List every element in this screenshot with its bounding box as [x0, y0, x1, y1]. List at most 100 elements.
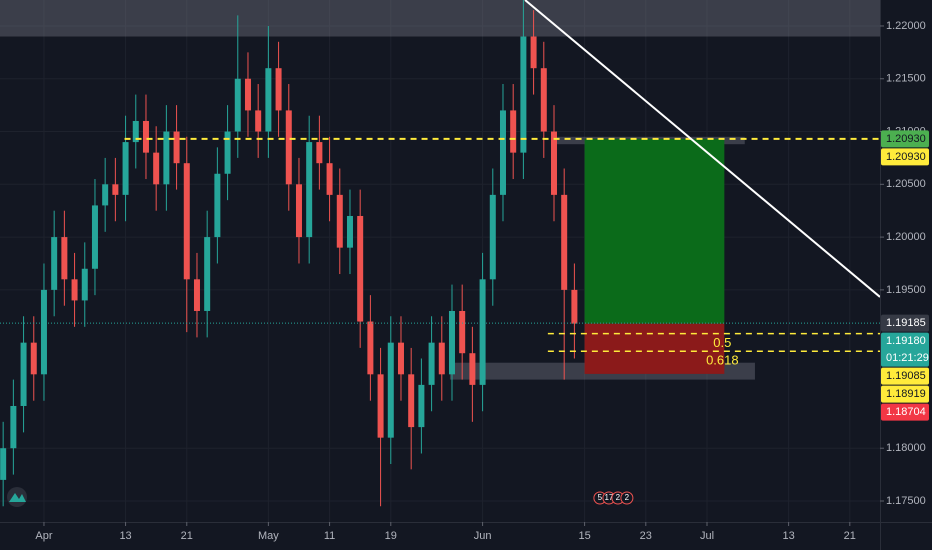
x-tick-label: 11	[324, 530, 335, 542]
candle-body	[336, 194, 343, 248]
candle-body	[275, 68, 282, 111]
candle-body	[346, 215, 353, 248]
price-label	[881, 332, 929, 367]
candle-body	[285, 110, 292, 185]
candle-body	[265, 68, 272, 132]
price-label	[881, 148, 929, 166]
candle-body	[418, 384, 425, 428]
price-label-text: 1.19180	[886, 335, 926, 347]
x-tick-label: 23	[640, 530, 652, 542]
price-label	[881, 403, 929, 421]
logo	[7, 487, 27, 507]
candle-body	[479, 279, 486, 385]
candle-body	[81, 268, 88, 301]
price-label-text: 1.18919	[886, 388, 926, 400]
candle-body	[132, 120, 139, 143]
candle-body	[571, 289, 578, 324]
event-marker	[620, 491, 634, 505]
stop-zone	[584, 323, 725, 374]
candle-body	[326, 163, 333, 195]
candle-body	[122, 142, 129, 195]
target-zone	[584, 138, 725, 324]
candle-body	[214, 173, 221, 238]
candle-body	[550, 131, 557, 195]
candle-body	[459, 310, 466, 354]
candle-body	[20, 342, 27, 406]
candle-body	[163, 131, 170, 185]
candle-body	[102, 184, 109, 206]
candle-body	[469, 353, 476, 385]
price-label	[881, 367, 929, 385]
event-label: 5	[598, 493, 603, 502]
candle-body	[367, 321, 374, 375]
fib-label: 0.5	[713, 335, 731, 350]
candle-body	[112, 184, 119, 195]
candle-body	[499, 110, 506, 195]
y-tick-label: 1.21500	[886, 73, 926, 85]
trendline	[524, 0, 881, 298]
price-label-text: 1.18704	[886, 406, 926, 418]
candle-body	[193, 279, 200, 311]
y-tick-label: 1.22000	[886, 20, 926, 32]
event-label: 17	[604, 493, 613, 502]
x-tick-label: 21	[181, 530, 193, 542]
y-tick-label: 1.18000	[886, 442, 926, 454]
candle-body	[40, 289, 47, 375]
candle-body	[153, 152, 160, 185]
event-label: 2	[625, 493, 630, 502]
candle-body	[91, 205, 98, 269]
countdown: 01:21:29	[886, 352, 929, 364]
x-tick-label: 19	[385, 530, 397, 542]
candle-body	[520, 36, 527, 153]
y-tick-label: 1.19500	[886, 284, 926, 296]
price-label-text: 1.20930	[886, 151, 926, 163]
candle-body	[448, 310, 455, 375]
candle-body	[142, 120, 149, 153]
event-label: 2	[616, 493, 621, 502]
candle-body	[408, 374, 415, 428]
x-tick-label: May	[258, 530, 279, 542]
candle-body	[295, 184, 302, 238]
candle-body	[489, 194, 496, 280]
candle-body	[234, 78, 241, 132]
candle-body	[387, 342, 394, 438]
candle-body	[316, 142, 323, 164]
price-label-text: 1.20930	[886, 133, 926, 145]
candle-body	[357, 215, 364, 322]
price-label	[881, 130, 929, 148]
candle-body	[51, 237, 58, 290]
candle-body	[244, 78, 251, 111]
candle-body	[10, 405, 17, 449]
candle-body	[30, 342, 37, 375]
y-tick-label: 1.20000	[886, 231, 926, 243]
candle-body	[0, 448, 7, 480]
candle-body	[438, 342, 445, 375]
plot: 0.5 0.618	[0, 0, 881, 522]
x-tick-label: Jun	[474, 530, 492, 542]
candle-body	[510, 110, 517, 153]
candle-body	[183, 163, 190, 280]
x-tick-label: Jul	[700, 530, 714, 542]
candle-body	[377, 374, 384, 438]
price-label-text: 1.19185	[886, 317, 926, 329]
y-tick-label: 1.17500	[886, 495, 926, 507]
candle-body	[397, 342, 404, 375]
candle-body	[561, 194, 568, 290]
x-tick-label: 13	[119, 530, 131, 542]
x-tick-label: 15	[578, 530, 590, 542]
zone	[0, 0, 880, 37]
candle-body	[173, 131, 180, 164]
candle-body	[540, 68, 547, 132]
candle-body	[71, 279, 78, 301]
candle-body	[306, 142, 313, 238]
candle-body	[530, 36, 537, 69]
y-tick-label: 1.20500	[886, 178, 926, 190]
x-tick-label: Apr	[35, 530, 52, 542]
candle-body	[224, 131, 231, 174]
candle-body	[255, 110, 262, 132]
x-tick-label: 13	[782, 530, 794, 542]
fib-label: 0.618	[706, 353, 739, 368]
x-tick-label: 21	[844, 530, 856, 542]
